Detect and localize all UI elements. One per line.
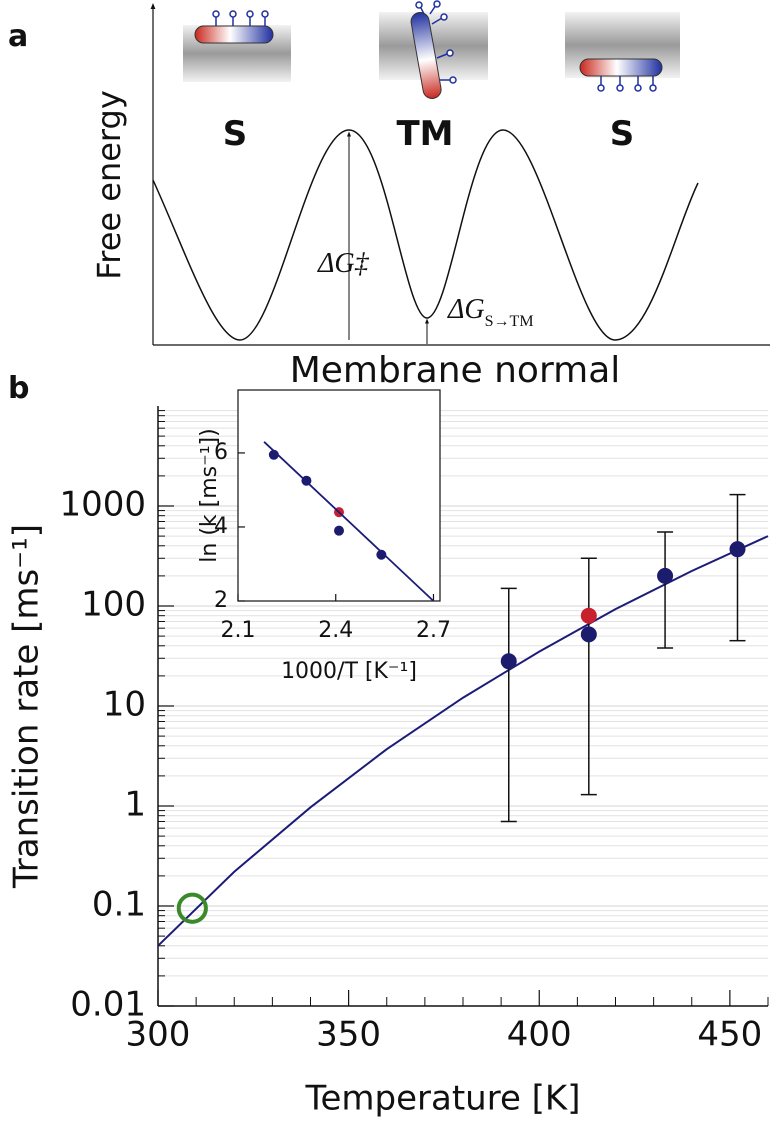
x-axis-label: 1000/T [K⁻¹] (281, 659, 417, 684)
y-tick-label: 100 (81, 585, 146, 625)
data-point (376, 549, 387, 560)
y-tick-label: 0.1 (92, 885, 146, 925)
panel-label: b (8, 371, 29, 406)
data-point (729, 541, 746, 558)
transfer-label-main: ΔG (447, 294, 485, 325)
data-point (580, 626, 597, 643)
y-axis-label: Free energy (90, 90, 128, 280)
y-tick-label: 0.01 (70, 985, 146, 1025)
y-tick-label: 10 (103, 685, 146, 725)
panel-label: a (8, 19, 28, 54)
x-tick-label: 2.7 (416, 618, 451, 643)
peptide (194, 25, 274, 44)
peptide (579, 58, 663, 77)
transfer-label-sub: S→TM (485, 313, 534, 330)
transfer-label: ΔGS→TM (447, 294, 534, 330)
y-tick-label: 2 (214, 588, 228, 613)
data-point (334, 525, 344, 536)
state-label: TM (396, 114, 453, 154)
data-point (500, 653, 517, 670)
x-axis-label: Membrane normal (290, 350, 621, 391)
barrier-label: ΔG‡ (317, 248, 370, 279)
y-axis-label: Transition rate [ms⁻¹] (7, 524, 47, 889)
side-chains (597, 75, 657, 92)
y-tick-label: 1000 (59, 485, 146, 525)
state-label: S (610, 114, 635, 154)
plot-frame (237, 389, 441, 602)
y-tick-label: 6 (214, 440, 228, 465)
energy-curve (152, 129, 699, 341)
data-point (580, 607, 597, 624)
x-tick-label: 300 (126, 1015, 191, 1055)
x-axis-label: Temperature [K] (304, 1079, 580, 1119)
state-label: S (223, 114, 248, 154)
x-tick-label: 350 (316, 1015, 381, 1055)
x-tick-label: 400 (507, 1015, 572, 1055)
y-tick-label: 4 (214, 514, 228, 539)
data-point (176, 892, 208, 924)
x-tick-label: 2.4 (318, 618, 353, 643)
side-chains (415, 0, 457, 84)
data-point (657, 567, 674, 584)
peptide (410, 12, 442, 99)
y-axis-label: ln (k [ms⁻¹]) (197, 428, 222, 562)
x-tick-label: 450 (697, 1015, 762, 1055)
y-tick-label: 1 (124, 785, 146, 825)
inset-plot: 2 4 6 2.1 2.4 2.7 1000/T [K⁻¹] ln (k [ms⁻¹]) (197, 389, 451, 684)
side-chains (212, 10, 269, 27)
main-plot: 0.01 0.1 1 10 100 1000 300 350 400 450 Temperature… (7, 406, 769, 1119)
fit-line (263, 441, 435, 602)
x-tick-label: 2.1 (221, 618, 256, 643)
